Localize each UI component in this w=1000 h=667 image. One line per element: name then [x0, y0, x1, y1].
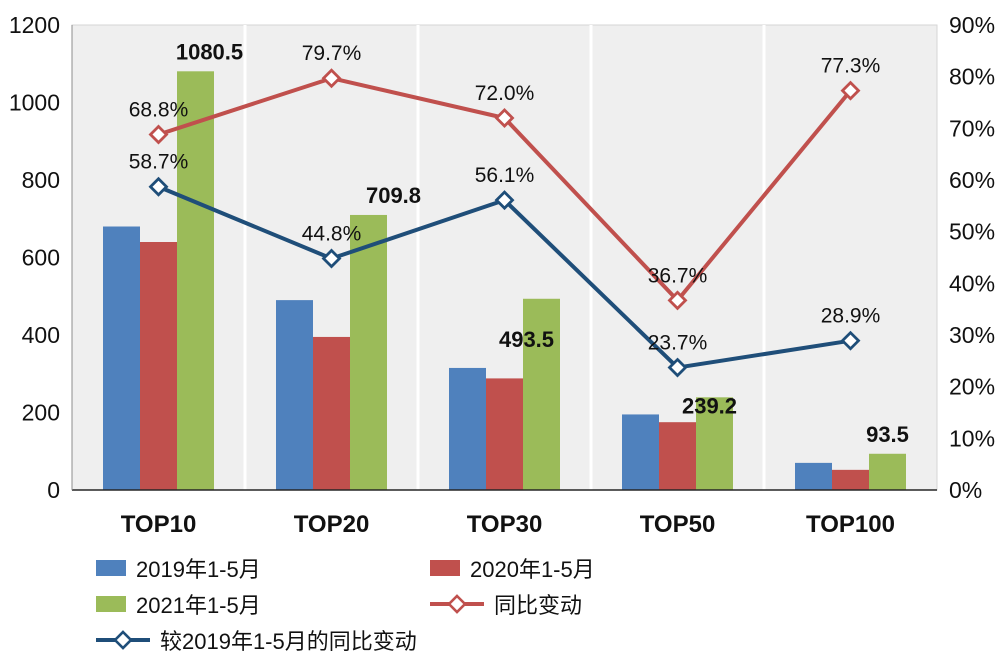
- diamond-marker: [321, 68, 342, 89]
- category-label: TOP30: [467, 511, 543, 538]
- legend-label: 较2019年1-5月的同比变动: [160, 628, 417, 654]
- bar-series1-TOP10: [103, 226, 140, 490]
- line-data-label: 56.1%: [475, 164, 535, 187]
- left-axis-tick-label: 1200: [9, 12, 60, 38]
- legend-label: 同比变动: [494, 592, 583, 618]
- legend-diamond-icon: [113, 629, 133, 650]
- bar-data-label: 93.5: [866, 422, 909, 447]
- right-axis-tick-label: 60%: [949, 167, 995, 193]
- right-axis-tick-label: 0%: [949, 477, 982, 503]
- legend-line-swatch: [96, 629, 150, 650]
- legend: 2019年1-5月 2020年1-5月 2021年1-5月 同比变动较2019年1-5…: [96, 552, 595, 655]
- legend-item: 2019年1-5月: [96, 552, 430, 583]
- diamond-marker: [148, 124, 169, 145]
- line-data-label: 77.3%: [821, 55, 881, 78]
- right-axis-tick-label: 50%: [949, 219, 995, 245]
- legend-diamond-icon: [447, 593, 467, 614]
- bar-series2-TOP20: [313, 336, 350, 490]
- diamond-marker: [321, 248, 342, 269]
- legend-bar-swatch: [96, 595, 126, 612]
- bar-series2-TOP30: [486, 378, 523, 490]
- bar-series3-TOP100: [869, 453, 906, 490]
- bar-series1-TOP20: [276, 300, 313, 490]
- bar-data-label: 239.2: [682, 393, 737, 418]
- bar-series3-TOP30: [523, 298, 560, 490]
- legend-label: 2020年1-5月: [470, 556, 595, 582]
- category-label: TOP50: [640, 511, 716, 538]
- line-data-label: 44.8%: [302, 223, 362, 246]
- diamond-marker: [494, 190, 515, 211]
- right-axis-tick-label: 80%: [949, 64, 995, 90]
- legend-item: 较2019年1-5月的同比变动: [96, 624, 430, 655]
- legend-label: 2021年1-5月: [136, 592, 261, 618]
- category-label: TOP10: [121, 511, 197, 538]
- bar-data-label: 709.8: [366, 183, 421, 208]
- legend-item: 2020年1-5月: [430, 552, 595, 583]
- bar-series3-TOP50: [696, 397, 733, 490]
- right-axis-tick-label: 30%: [949, 322, 995, 348]
- right-axis-tick-label: 90%: [949, 12, 995, 38]
- diamond-marker: [840, 80, 861, 101]
- category-label: TOP100: [806, 511, 895, 538]
- bar-series2-TOP100: [832, 469, 869, 490]
- bar-series2-TOP50: [659, 422, 696, 490]
- line-data-label: 72.0%: [475, 82, 535, 105]
- diamond-marker: [667, 357, 688, 378]
- legend-line-swatch: [430, 593, 484, 614]
- bar-series3-TOP10: [177, 71, 214, 491]
- diamond-marker: [494, 108, 515, 128]
- legend-item: 同比变动: [430, 588, 595, 619]
- line-data-label: 36.7%: [648, 264, 708, 287]
- right-axis-tick-label: 40%: [949, 270, 995, 296]
- bar-series1-TOP50: [622, 414, 659, 490]
- bar-series1-TOP100: [795, 462, 832, 490]
- category-label: TOP20: [294, 511, 370, 538]
- bar-data-label: 1080.5: [176, 39, 243, 64]
- right-axis-tick-label: 70%: [949, 115, 995, 141]
- diamond-marker: [667, 290, 688, 311]
- line-data-label: 68.8%: [129, 99, 189, 122]
- line-data-label: 58.7%: [129, 151, 189, 174]
- left-axis-tick-label: 200: [22, 400, 60, 426]
- line-data-label: 79.7%: [302, 42, 362, 65]
- left-axis-tick-label: 600: [22, 245, 60, 271]
- right-axis-tick-label: 10%: [949, 425, 995, 451]
- legend-bar-swatch: [96, 559, 126, 576]
- line-data-label: 23.7%: [648, 332, 708, 355]
- left-axis-tick-label: 1000: [9, 90, 60, 116]
- diamond-marker: [148, 176, 169, 197]
- left-axis-tick-label: 0: [47, 477, 60, 503]
- bar-series3-TOP20: [350, 214, 387, 490]
- bar-series1-TOP30: [449, 367, 486, 490]
- left-axis-tick-label: 800: [22, 167, 60, 193]
- diamond-marker: [840, 330, 861, 351]
- bar-series2-TOP10: [140, 242, 177, 490]
- line-data-label: 28.9%: [821, 305, 881, 328]
- legend-label: 2019年1-5月: [136, 556, 261, 582]
- left-axis-tick-label: 400: [22, 322, 60, 348]
- right-axis-tick-label: 20%: [949, 374, 995, 400]
- legend-bar-swatch: [430, 559, 460, 576]
- legend-item: 2021年1-5月: [96, 588, 430, 619]
- bar-data-label: 493.5: [499, 327, 554, 352]
